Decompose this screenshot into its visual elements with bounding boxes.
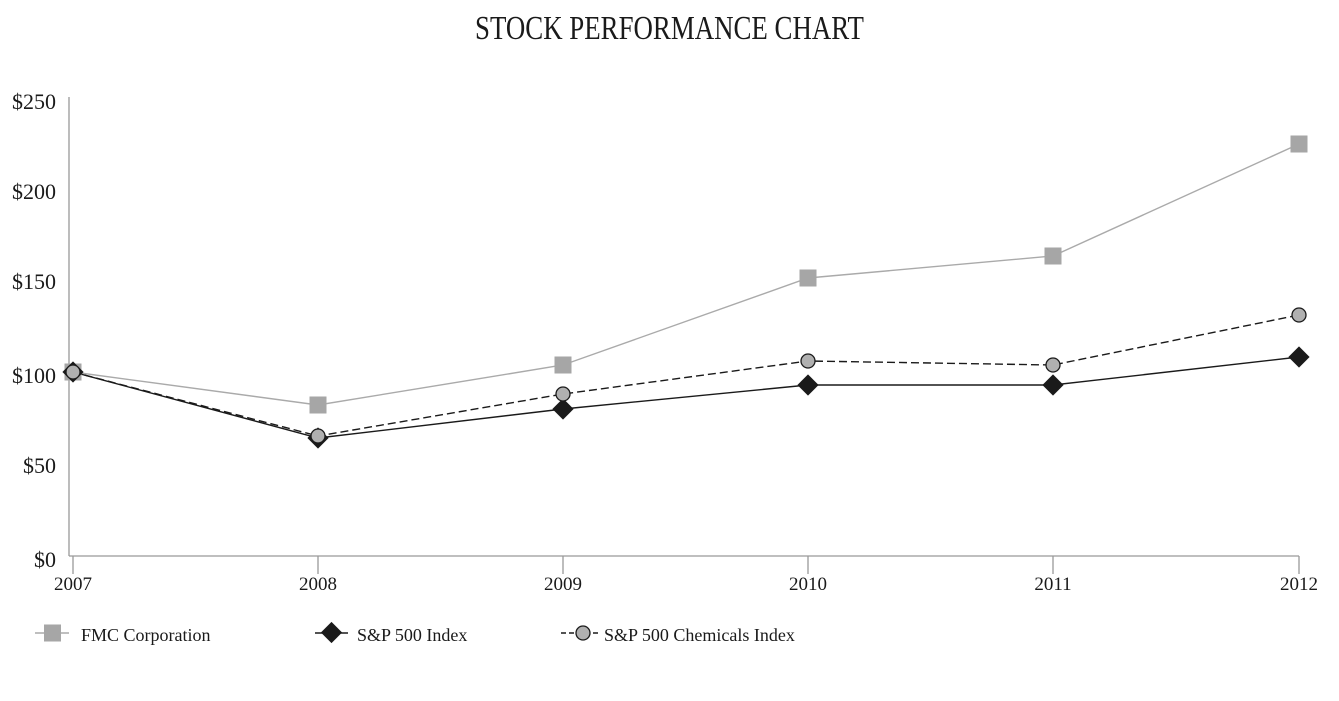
svg-text:2011: 2011 — [1034, 574, 1071, 595]
svg-text:2008: 2008 — [299, 574, 337, 595]
svg-text:2009: 2009 — [544, 574, 582, 595]
svg-text:$250: $250 — [12, 89, 56, 114]
svg-text:$50: $50 — [23, 453, 56, 478]
svg-text:FMC Corporation: FMC Corporation — [81, 625, 211, 645]
svg-text:2012: 2012 — [1280, 574, 1318, 595]
svg-text:$0: $0 — [34, 547, 56, 572]
svg-text:$200: $200 — [12, 179, 56, 204]
svg-text:$150: $150 — [12, 269, 56, 294]
svg-text:2007: 2007 — [54, 574, 92, 595]
svg-text:$100: $100 — [12, 363, 56, 388]
svg-text:S&P 500 Chemicals Index: S&P 500 Chemicals Index — [604, 625, 795, 645]
svg-text:2010: 2010 — [789, 574, 827, 595]
svg-text:S&P 500 Index: S&P 500 Index — [357, 625, 467, 645]
